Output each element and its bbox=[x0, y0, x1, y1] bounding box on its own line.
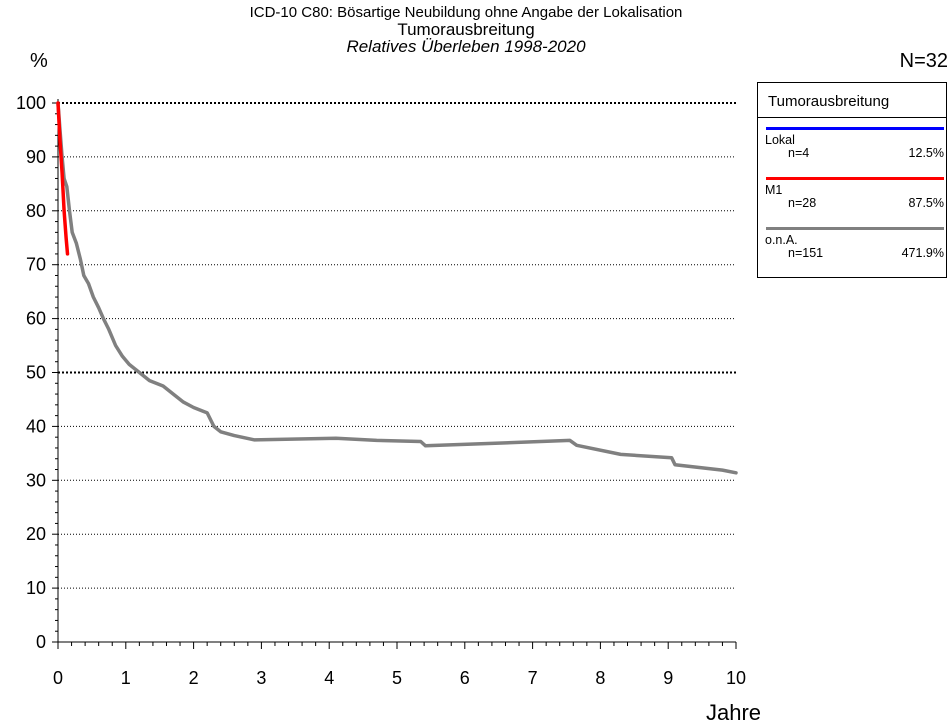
x-tick-label: 10 bbox=[726, 668, 746, 688]
legend-count: n=151 bbox=[788, 246, 824, 260]
y-tick-label: 50 bbox=[26, 363, 46, 383]
x-tick-label: 6 bbox=[460, 668, 470, 688]
y-tick-label: 80 bbox=[26, 201, 46, 221]
y-tick-label: 30 bbox=[26, 470, 46, 490]
total-count-label: N=32 bbox=[899, 50, 948, 72]
legend-swatch-lokal bbox=[766, 127, 944, 130]
x-tick-label: 8 bbox=[595, 668, 605, 688]
grid-lines bbox=[58, 102, 736, 589]
y-tick-label: 60 bbox=[26, 309, 46, 329]
legend-entry-lokal: Lokal n=4 12.5% bbox=[764, 127, 944, 173]
x-tick-label: 4 bbox=[324, 668, 334, 688]
y-tick-label: 40 bbox=[26, 416, 46, 436]
y-tick-label: 100 bbox=[16, 93, 46, 113]
series-line-ona bbox=[56, 101, 738, 475]
legend-percent: 87.5% bbox=[908, 196, 944, 210]
legend: Tumorausbreitung Lokal n=4 12.5% M1 n=28… bbox=[757, 82, 947, 278]
legend-name: M1 bbox=[765, 183, 783, 197]
legend-count: n=28 bbox=[788, 196, 817, 210]
chart-title-line1: ICD-10 C80: Bösartige Neubildung ohne An… bbox=[249, 4, 683, 21]
x-tick-label: 1 bbox=[121, 668, 131, 688]
legend-name: Lokal bbox=[765, 133, 795, 147]
chart-subtitle: Relatives Überleben 1998-2020 bbox=[346, 37, 586, 56]
legend-entry-ona: o.n.A. n=151 471.9% bbox=[764, 227, 944, 273]
y-tick-label: 70 bbox=[26, 255, 46, 275]
legend-percent: 471.9% bbox=[901, 246, 944, 260]
legend-name: o.n.A. bbox=[765, 233, 798, 247]
axes bbox=[52, 99, 737, 649]
series-line-m1 bbox=[56, 101, 70, 256]
legend-swatch-m1 bbox=[766, 177, 944, 180]
series-lines bbox=[56, 101, 738, 475]
x-tick-label: 2 bbox=[189, 668, 199, 688]
x-tick-label: 5 bbox=[392, 668, 402, 688]
x-tick-label: 7 bbox=[528, 668, 538, 688]
y-tick-label: 20 bbox=[26, 524, 46, 544]
y-tick-label: 0 bbox=[36, 632, 46, 652]
x-axis-unit-label: Jahre bbox=[706, 700, 762, 725]
x-tick-label: 9 bbox=[663, 668, 673, 688]
y-tick-label: 10 bbox=[26, 578, 46, 598]
x-tick-label: 3 bbox=[256, 668, 266, 688]
x-tick-label: 0 bbox=[53, 668, 63, 688]
legend-swatch-ona bbox=[766, 227, 944, 230]
legend-title: Tumorausbreitung bbox=[768, 93, 890, 110]
y-tick-label: 90 bbox=[26, 147, 46, 167]
tick-labels: 0 10 20 30 40 50 60 70 80 90 100 0 1 2 3 4 5 6 7 8 9 10 bbox=[16, 93, 746, 688]
chart-title-line2: Tumorausbreitung bbox=[397, 20, 535, 39]
legend-divider bbox=[758, 117, 946, 118]
y-axis-unit-label: % bbox=[30, 50, 48, 72]
legend-count: n=4 bbox=[788, 146, 810, 160]
legend-percent: 12.5% bbox=[908, 146, 944, 160]
legend-entry-m1: M1 n=28 87.5% bbox=[764, 177, 944, 223]
